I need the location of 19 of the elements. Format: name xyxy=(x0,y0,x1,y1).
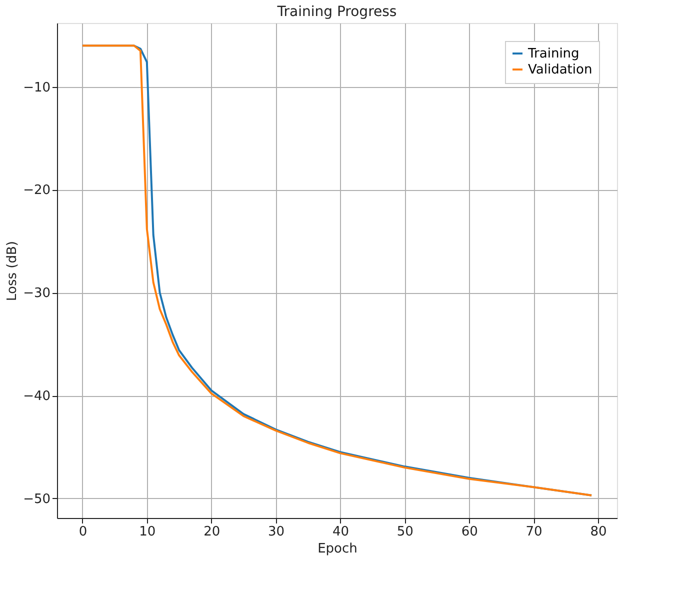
y-tick-label: −40 xyxy=(23,389,50,404)
x-axis-title: Epoch xyxy=(318,542,358,556)
y-axis-title: Loss (dB) xyxy=(5,241,20,301)
x-tick-label: 10 xyxy=(139,524,156,540)
x-tick-label: 40 xyxy=(332,524,349,540)
y-tick-label: −20 xyxy=(23,183,50,198)
x-tick-label: 20 xyxy=(204,524,220,540)
x-tick-label: 30 xyxy=(268,524,285,540)
y-tick-label: −50 xyxy=(23,492,50,507)
legend-label: Training xyxy=(527,46,580,62)
x-tick-label: 60 xyxy=(461,524,478,540)
x-tick-label: 70 xyxy=(526,524,542,540)
x-tick-label: 80 xyxy=(590,524,607,540)
y-tick-label: −30 xyxy=(23,286,50,302)
x-tick-label: 0 xyxy=(78,524,88,540)
legend-label: Validation xyxy=(528,62,592,78)
x-tick-label: 50 xyxy=(396,524,414,540)
y-tick-label: −10 xyxy=(23,80,50,96)
chart-title: Training Progress xyxy=(276,4,397,20)
